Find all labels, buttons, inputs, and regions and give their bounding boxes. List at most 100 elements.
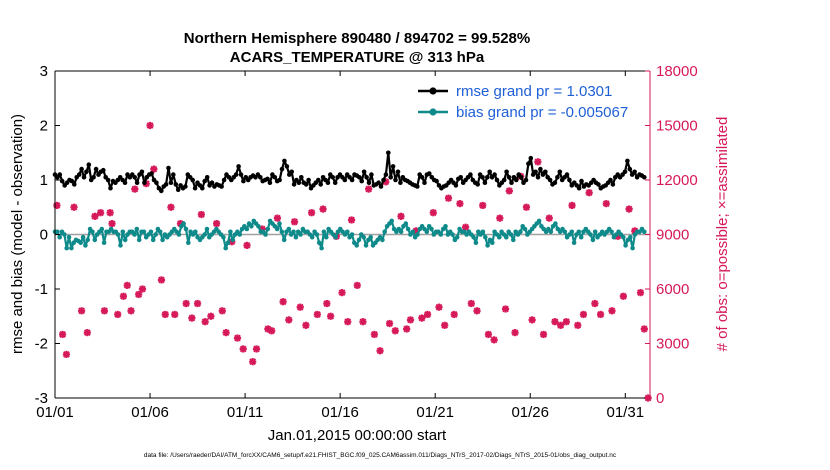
obs-marker — [456, 200, 464, 208]
x-tick-label: 01/11 — [227, 404, 263, 421]
rmse-point — [166, 165, 171, 171]
obs-marker — [252, 345, 261, 353]
rmse-point — [132, 175, 137, 180]
bias-point — [405, 226, 411, 232]
bias-point — [571, 240, 577, 245]
obs-marker — [167, 203, 175, 211]
rmse-point — [361, 169, 367, 175]
obs-marker — [397, 212, 405, 220]
obs-marker — [418, 314, 426, 322]
rmse-point — [349, 177, 355, 183]
bias-point — [319, 245, 324, 251]
bias-point — [368, 234, 374, 240]
rmse-point — [398, 180, 403, 185]
chart-title: Northern Hemisphere 890480 / 894702 = 99… — [184, 30, 530, 47]
bias-point — [490, 240, 495, 245]
rmse-point — [72, 182, 77, 187]
obs-marker — [323, 299, 331, 308]
rmse-point — [543, 169, 548, 175]
bias-point — [349, 232, 355, 237]
rmse-point — [173, 182, 179, 187]
bias-point — [186, 240, 191, 245]
obs-marker — [557, 321, 565, 329]
bias-point — [64, 245, 69, 251]
bias-point — [345, 229, 350, 235]
bias-point — [450, 232, 455, 237]
rmse-point — [494, 177, 500, 183]
bias-point — [92, 237, 98, 243]
obs-marker — [568, 201, 576, 210]
y-left-tick-label: -2 — [35, 336, 48, 353]
bias-point — [78, 240, 83, 245]
rmse-point — [267, 180, 273, 185]
rmse-point — [219, 184, 224, 189]
obs-marker — [313, 310, 321, 319]
rmse-point — [526, 161, 531, 166]
bias-series — [52, 218, 647, 251]
obs-marker — [496, 214, 504, 222]
rmse-point — [576, 185, 582, 191]
rmse-point — [557, 169, 563, 175]
bias-point — [480, 229, 486, 235]
obs-marker — [296, 303, 304, 311]
obs-marker — [602, 200, 610, 208]
x-tick-label: 01/01 — [36, 404, 74, 421]
rmse-point — [154, 180, 159, 185]
obs-marker — [619, 292, 627, 300]
obs-marker — [222, 329, 230, 337]
obs-marker — [150, 165, 158, 173]
legend: rmse grand pr = 1.0301 bias grand pr = -… — [410, 77, 645, 123]
obs-marker — [100, 307, 109, 315]
obs-marker — [403, 325, 411, 333]
obs-marker — [353, 281, 361, 289]
bias-point — [148, 229, 154, 235]
obs-marker — [596, 310, 605, 319]
bias-point — [553, 221, 558, 226]
rmse-point — [538, 166, 543, 172]
rmse-point — [238, 172, 244, 177]
bias-point — [309, 234, 315, 240]
bias-point — [438, 232, 444, 237]
bias-point — [576, 229, 582, 235]
obs-marker — [308, 209, 316, 217]
x-tick-label: 01/31 — [607, 404, 645, 421]
bias-point — [588, 232, 593, 237]
bias-point — [628, 234, 633, 240]
obs-marker — [528, 316, 536, 324]
obs-marker — [59, 330, 67, 339]
y-right-tick-label: 9000 — [656, 227, 689, 244]
rmse-point — [265, 176, 270, 182]
rmse-point — [59, 178, 65, 184]
bias-point — [256, 224, 261, 229]
y-left-tick-label: -3 — [35, 390, 48, 407]
obs-marker — [490, 336, 498, 344]
bias-point — [90, 229, 95, 235]
obs-marker — [268, 327, 276, 335]
bias-point — [511, 237, 516, 243]
bias-point — [204, 226, 210, 232]
y-axis-right: 18000 15000 12000 9000 6000 3000 0 — [656, 63, 698, 407]
bias-point — [153, 232, 158, 237]
bias-point — [101, 240, 107, 245]
obs-marker — [534, 158, 542, 166]
rmse-point — [233, 172, 239, 177]
obs-marker — [429, 209, 437, 217]
bias-point — [57, 234, 62, 240]
rmse-point — [475, 182, 481, 187]
rmse-point — [434, 178, 439, 184]
obs-marker — [359, 318, 367, 326]
obs-marker — [376, 347, 384, 355]
rmse-point — [468, 172, 473, 177]
y-left-tick-label: 1 — [40, 172, 48, 189]
obs-marker — [249, 358, 257, 366]
bias-point — [415, 232, 420, 237]
rmse-point — [419, 175, 425, 180]
bias-point — [424, 229, 430, 235]
bias-point — [380, 237, 385, 243]
obs-marker — [640, 325, 648, 333]
rmse-point — [79, 166, 84, 172]
rmse-point — [422, 180, 427, 185]
x-axis: 01/01 01/06 01/11 01/16 01/21 01/26 01/31 — [36, 404, 644, 421]
bias-point — [115, 232, 121, 237]
bias-point — [99, 226, 105, 232]
